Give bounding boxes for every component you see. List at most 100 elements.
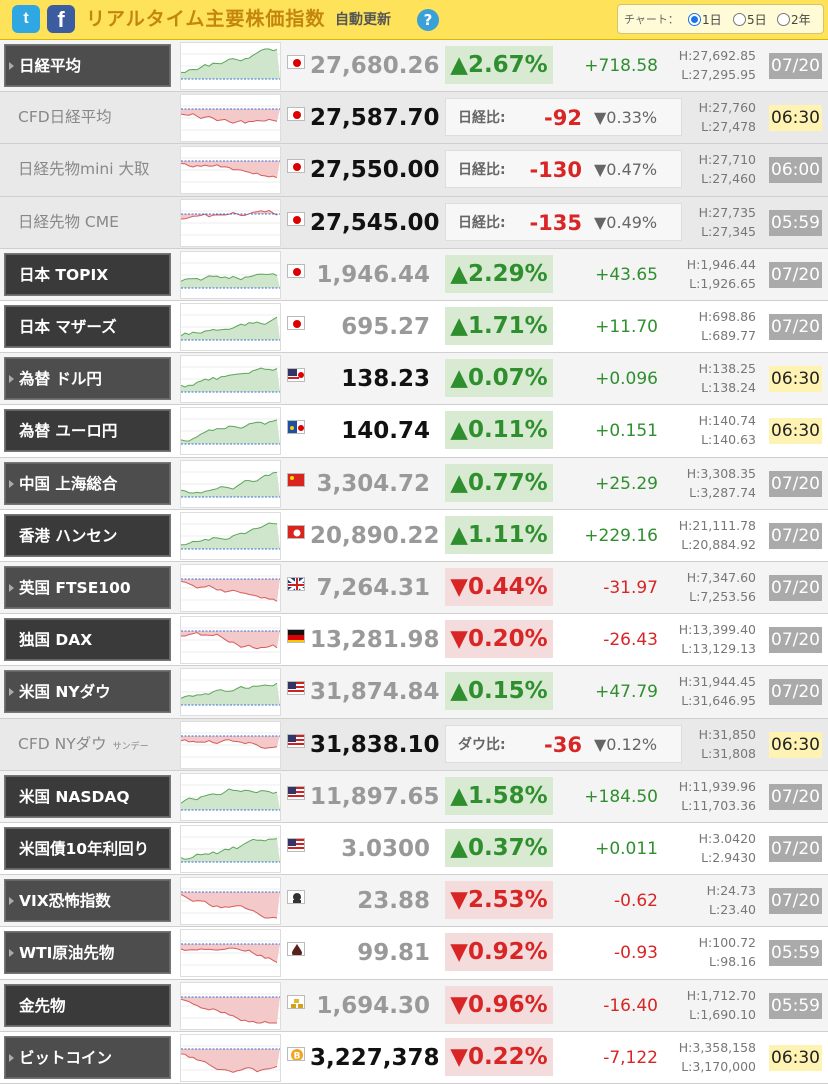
index-name-button[interactable]: 米国債10年利回り bbox=[4, 827, 171, 870]
radio-icon[interactable] bbox=[733, 13, 746, 26]
mini-chart[interactable] bbox=[180, 825, 281, 873]
index-name-button[interactable]: 英国 FTSE100 bbox=[4, 566, 171, 609]
expand-arrow-icon[interactable] bbox=[9, 479, 14, 488]
table-row[interactable]: 日本 TOPIX 1,946.44 ▲2.29% +43.65 H:1,946.44 L:… bbox=[0, 248, 828, 301]
table-row[interactable]: 香港 ハンセン 20,890.22 ▲1.11% +229.16 H:21,111.78… bbox=[0, 509, 828, 562]
index-name: 独国 DAX bbox=[19, 631, 93, 650]
expand-arrow-icon[interactable] bbox=[9, 688, 14, 697]
index-name-button[interactable]: 金先物 bbox=[4, 983, 171, 1027]
low-value: L:7,253.56 bbox=[689, 589, 756, 604]
index-name-button[interactable]: 為替 ユーロ円 bbox=[4, 409, 171, 453]
index-name-button[interactable]: 香港 ハンセン bbox=[4, 513, 171, 557]
table-row[interactable]: 日本 マザーズ 695.27 ▲1.71% +11.70 H:698.86 L:689.7… bbox=[0, 301, 828, 354]
percent-change: ▲2.67% bbox=[445, 46, 553, 84]
flag-icon-hk bbox=[287, 524, 305, 539]
mini-chart[interactable] bbox=[180, 459, 281, 508]
high-value: H:24.73 bbox=[706, 883, 756, 899]
mini-chart[interactable] bbox=[180, 511, 281, 560]
high-low: H:13,399.40 L:13,129.13 bbox=[660, 620, 756, 658]
mini-chart[interactable] bbox=[180, 668, 281, 717]
price-value: 20,890.22 bbox=[310, 522, 440, 549]
table-row[interactable]: WTI原油先物 99.81 ▼0.92% -0.93 H:100.72 L:98.16 05… bbox=[0, 927, 828, 980]
table-row[interactable]: 日経平均 27,680.26 ▲2.67% +718.58 H:27,692.85 L:2… bbox=[0, 40, 828, 93]
mini-chart[interactable] bbox=[180, 1033, 281, 1082]
table-row[interactable]: CFD NYダウ サンデー 31,838.10 ダウ比: -36 ▼0.12% H:31,8… bbox=[0, 718, 828, 771]
expand-arrow-icon[interactable] bbox=[9, 375, 14, 384]
index-name-button[interactable]: 日経先物mini 大取 bbox=[4, 148, 171, 192]
table-row[interactable]: 英国 FTSE100 7,264.31 ▼0.44% -31.97 H:7,347.60… bbox=[0, 562, 828, 615]
mini-chart[interactable] bbox=[180, 929, 281, 978]
high-low: H:27,692.85 L:27,295.95 bbox=[660, 46, 756, 84]
mini-chart[interactable] bbox=[180, 772, 281, 821]
chart-range-1d[interactable]: 1日 bbox=[688, 13, 722, 27]
mini-chart[interactable] bbox=[180, 303, 281, 351]
table-row[interactable]: 為替 ユーロ円 140.74 ▲0.11% +0.151 H:140.74 L:140.6… bbox=[0, 405, 828, 458]
radio-icon[interactable] bbox=[777, 13, 790, 26]
index-name-button[interactable]: 米国 NASDAQ bbox=[4, 774, 171, 818]
mini-chart[interactable] bbox=[180, 198, 281, 247]
mini-chart[interactable] bbox=[180, 616, 281, 665]
mini-chart[interactable] bbox=[180, 981, 281, 1030]
flag-icon-eujp bbox=[287, 420, 305, 435]
sparkline-chart bbox=[181, 669, 280, 716]
chart-range-5d[interactable]: 5日 bbox=[733, 13, 767, 27]
index-name-button[interactable]: VIX恐怖指数 bbox=[4, 879, 171, 923]
table-row[interactable]: CFD日経平均 27,587.70 日経比: -92 ▼0.33% H:27,760 L:2… bbox=[0, 92, 828, 145]
index-name-button[interactable]: 日経平均 bbox=[4, 44, 171, 87]
table-row[interactable]: 中国 上海総合 3,304.72 ▲0.77% +25.29 H:3,308.35 L:3… bbox=[0, 457, 828, 510]
flag-icon-gold bbox=[287, 994, 305, 1009]
index-name-button[interactable]: 日本 TOPIX bbox=[4, 252, 171, 296]
expand-arrow-icon[interactable] bbox=[9, 897, 14, 906]
mini-chart[interactable] bbox=[180, 355, 281, 404]
expand-arrow-icon[interactable] bbox=[9, 1053, 14, 1062]
table-row[interactable]: 米国債10年利回り 3.0300 ▲0.37% +0.011 H:3.0420 L:2.9… bbox=[0, 823, 828, 876]
index-name-button[interactable]: WTI原油先物 bbox=[4, 931, 171, 975]
help-icon[interactable]: ? bbox=[417, 9, 439, 31]
high-low: H:698.86 L:689.77 bbox=[660, 307, 756, 345]
index-name: VIX恐怖指数 bbox=[19, 892, 111, 911]
flag-icon-jp bbox=[287, 211, 305, 226]
twitter-icon[interactable]: t bbox=[12, 5, 40, 33]
index-name: 日経先物 CME bbox=[18, 212, 119, 231]
mini-chart[interactable] bbox=[180, 146, 281, 195]
chart-range-2y[interactable]: 2年 bbox=[777, 13, 811, 27]
index-name-button[interactable]: 日本 マザーズ bbox=[4, 305, 171, 348]
radio-icon[interactable] bbox=[688, 13, 701, 26]
high-value: H:27,710 bbox=[698, 152, 756, 168]
mini-chart[interactable] bbox=[180, 720, 281, 769]
price-value: 7,264.31 bbox=[316, 575, 431, 601]
table-row[interactable]: 金先物 1,694.30 ▼0.96% -16.40 H:1,712.70 L:1,690… bbox=[0, 979, 828, 1032]
table-row[interactable]: 米国 NYダウ 31,874.84 ▲0.15% +47.79 H:31,944.45 L… bbox=[0, 666, 828, 719]
index-name-button[interactable]: 日経先物 CME bbox=[4, 200, 171, 244]
price-value: 3,227,378 bbox=[310, 1044, 440, 1071]
table-row[interactable]: 米国 NASDAQ 11,897.65 ▲1.58% +184.50 H:11,939.… bbox=[0, 770, 828, 823]
index-name-button[interactable]: 為替 ドル円 bbox=[4, 357, 171, 401]
table-row[interactable]: ビットコイン B 3,227,378 ▼0.22% -7,122 H:3,358,158 L… bbox=[0, 1031, 828, 1084]
index-name-button[interactable]: 中国 上海総合 bbox=[4, 461, 171, 505]
mini-chart[interactable] bbox=[180, 42, 281, 90]
index-name: WTI原油先物 bbox=[19, 944, 115, 963]
index-name-button[interactable]: CFD日経平均 bbox=[4, 96, 171, 140]
expand-arrow-icon[interactable] bbox=[9, 584, 14, 592]
table-row[interactable]: 日経先物 CME 27,545.00 日経比: -135 ▼0.49% H:27,735 L… bbox=[0, 196, 828, 249]
expand-arrow-icon[interactable] bbox=[9, 62, 14, 70]
table-row[interactable]: 独国 DAX 13,281.98 ▼0.20% -26.43 H:13,399.40 L:… bbox=[0, 614, 828, 667]
table-row[interactable]: 日経先物mini 大取 27,550.00 日経比: -130 ▼0.47% H:27,7… bbox=[0, 144, 828, 197]
sparkline-chart bbox=[181, 512, 280, 559]
facebook-icon[interactable]: f bbox=[47, 5, 75, 33]
mini-chart[interactable] bbox=[180, 250, 281, 299]
table-row[interactable]: 為替 ドル円 138.23 ▲0.07% +0.096 H:138.25 L:138.24… bbox=[0, 353, 828, 406]
index-name-button[interactable]: 米国 NYダウ bbox=[4, 670, 171, 714]
index-name-button[interactable]: CFD NYダウ サンデー bbox=[4, 722, 171, 766]
mini-chart[interactable] bbox=[180, 877, 281, 926]
mini-chart[interactable] bbox=[180, 94, 281, 143]
mini-chart[interactable] bbox=[180, 407, 281, 456]
expand-arrow-icon[interactable] bbox=[9, 949, 14, 958]
table-row[interactable]: VIX恐怖指数 23.88 ▼2.53% -0.62 H:24.73 L:23.40 07/… bbox=[0, 875, 828, 928]
high-low: H:1,712.70 L:1,690.10 bbox=[660, 986, 756, 1024]
comparison-percent: ▼0.12% bbox=[594, 734, 658, 754]
index-name-button[interactable]: 独国 DAX bbox=[4, 618, 171, 662]
sparkline-chart bbox=[181, 199, 280, 246]
mini-chart[interactable] bbox=[180, 564, 281, 612]
index-name-button[interactable]: ビットコイン bbox=[4, 1035, 171, 1079]
